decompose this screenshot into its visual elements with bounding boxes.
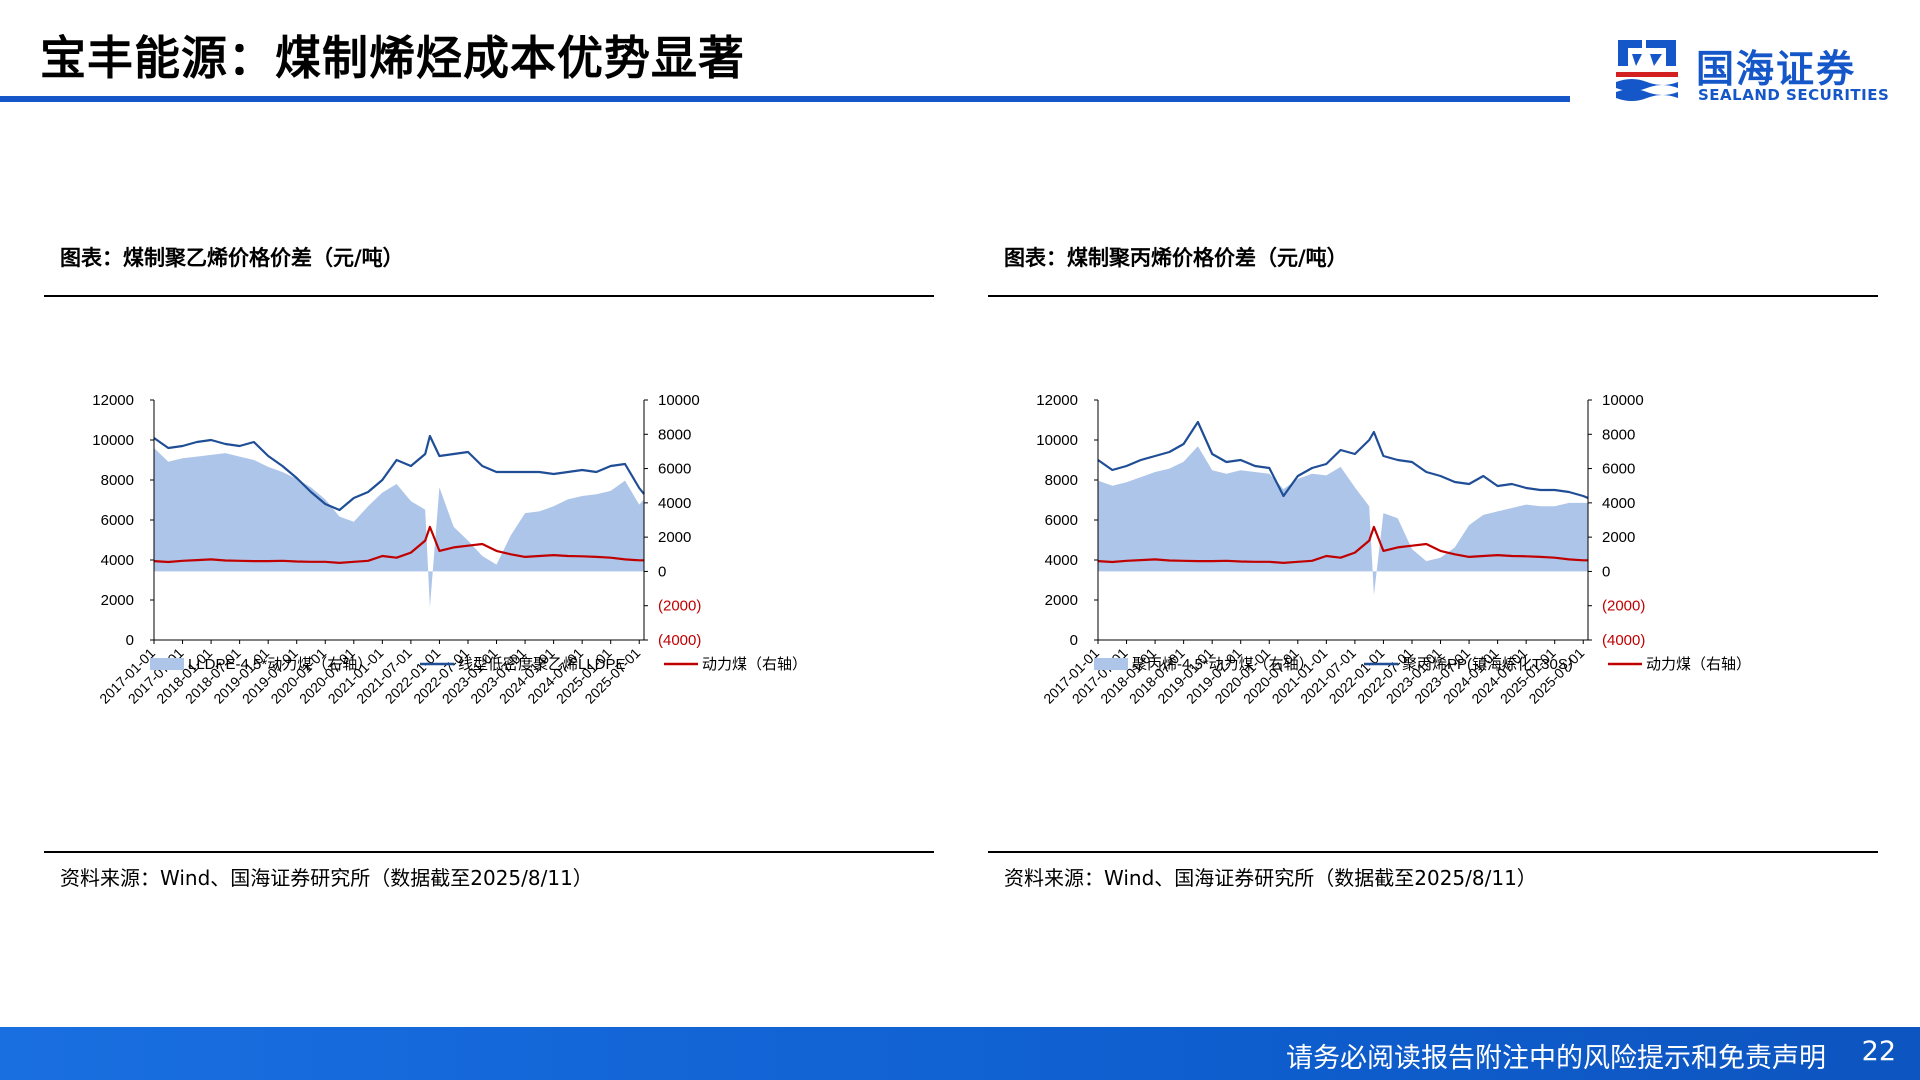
series-line-price: [153, 434, 645, 512]
right-tick-label: (2000): [1602, 598, 1645, 615]
series-area-spread: [1098, 446, 1588, 596]
legend-label: 动力煤（右轴）: [1646, 656, 1751, 673]
right-tick-label: 10000: [658, 392, 700, 409]
right-tick-label: 8000: [1602, 426, 1635, 443]
right-tick-label: 6000: [658, 461, 691, 478]
right-tick-label: (4000): [658, 632, 701, 649]
right-tick-label: (2000): [658, 598, 701, 615]
legend: LLDPE-4.5*动力煤（右轴） 线型低密度聚乙烯LLDPE 动力煤（右轴）: [150, 656, 807, 673]
figure-bottom-rule: [44, 851, 934, 853]
left-tick-label: 12000: [92, 392, 134, 409]
series-line-coal: [153, 525, 644, 564]
right-tick-label: 0: [658, 563, 666, 580]
logo-text: 国海证券: [1696, 47, 1857, 91]
right-tick-label: 4000: [658, 495, 691, 512]
left-tick-label: 0: [1070, 632, 1078, 649]
legend: 聚丙烯-4.5*动力煤（右轴） 聚丙烯PP(镇海炼化T30S) 动力煤（右轴）: [1094, 656, 1751, 673]
sealand-logo-icon: [1616, 40, 1678, 101]
logo-subtitle: SEALAND SECURITIES: [1698, 86, 1890, 104]
right-tick-label: 2000: [1602, 529, 1635, 546]
legend-label: 聚丙烯-4.5*动力煤（右轴）: [1132, 656, 1314, 673]
figure-bottom-rule: [988, 851, 1878, 853]
left-tick-label: 4000: [101, 552, 134, 569]
right-tick-label: 8000: [658, 426, 691, 443]
left-tick-label: 12000: [1036, 392, 1078, 409]
pe-spread-chart: 0 2000 4000 6000 8000 10000 12000 (4000) (2000) 0…: [92, 392, 807, 707]
right-tick-label: 10000: [1602, 392, 1644, 409]
left-tick-label: 8000: [1045, 472, 1078, 489]
chart-panel-pe: 图表：煤制聚乙烯价格价差（元/吨） 0 2000 4000 6000 8000 10000…: [44, 230, 934, 900]
left-tick-label: 8000: [101, 472, 134, 489]
footer-disclaimer: 请务必阅读报告附注中的风险提示和免责声明: [1286, 1043, 1826, 1074]
figure-source: 资料来源：Wind、国海证券研究所（数据截至2025/8/11）: [1004, 866, 1537, 890]
plot-area: 0 2000 4000 6000 8000 10000 12000 (4000) (2000) 0…: [1036, 392, 1645, 707]
legend-swatch-area: [150, 658, 184, 670]
left-tick-label: 10000: [1036, 432, 1078, 449]
series-area-spread: [154, 448, 644, 608]
series-line-coal: [1097, 525, 1588, 564]
title-rule: [0, 96, 1570, 102]
figure-top-rule: [988, 295, 1878, 297]
figure-title: 图表：煤制聚乙烯价格价差（元/吨）: [60, 246, 404, 270]
legend-label: 线型低密度聚乙烯LLDPE: [458, 656, 626, 673]
right-tick-label: (4000): [1602, 632, 1645, 649]
page-number: 22: [1861, 1036, 1896, 1067]
legend-label: 动力煤（右轴）: [702, 656, 807, 673]
left-tick-label: 10000: [92, 432, 134, 449]
left-tick-label: 2000: [101, 592, 134, 609]
legend-label: 聚丙烯PP(镇海炼化T30S): [1402, 656, 1573, 673]
left-tick-label: 0: [126, 632, 134, 649]
left-tick-label: 2000: [1045, 592, 1078, 609]
legend-label: LLDPE-4.5*动力煤（右轴）: [188, 656, 372, 673]
right-tick-label: 2000: [658, 529, 691, 546]
right-tick-label: 4000: [1602, 495, 1635, 512]
left-tick-label: 4000: [1045, 552, 1078, 569]
footer-bar: 请务必阅读报告附注中的风险提示和免责声明 22: [0, 1027, 1920, 1080]
figure-title: 图表：煤制聚丙烯价格价差（元/吨）: [1004, 246, 1348, 270]
sealand-logo: 国海证券 SEALAND SECURITIES: [1612, 36, 1892, 106]
right-tick-label: 6000: [1602, 461, 1635, 478]
chart-panel-pp: 图表：煤制聚丙烯价格价差（元/吨） 0 2000 4000 6000 8000 10000…: [988, 230, 1878, 900]
page-title: 宝丰能源：煤制烯烃成本优势显著: [40, 31, 745, 85]
right-tick-label: 0: [1602, 563, 1610, 580]
figure-top-rule: [44, 295, 934, 297]
series-line-price: [1097, 420, 1589, 500]
figure-source: 资料来源：Wind、国海证券研究所（数据截至2025/8/11）: [60, 866, 593, 890]
left-tick-label: 6000: [1045, 512, 1078, 529]
left-tick-label: 6000: [101, 512, 134, 529]
pp-spread-chart: 0 2000 4000 6000 8000 10000 12000 (4000) (2000) 0…: [1036, 392, 1751, 707]
legend-swatch-area: [1094, 658, 1128, 670]
